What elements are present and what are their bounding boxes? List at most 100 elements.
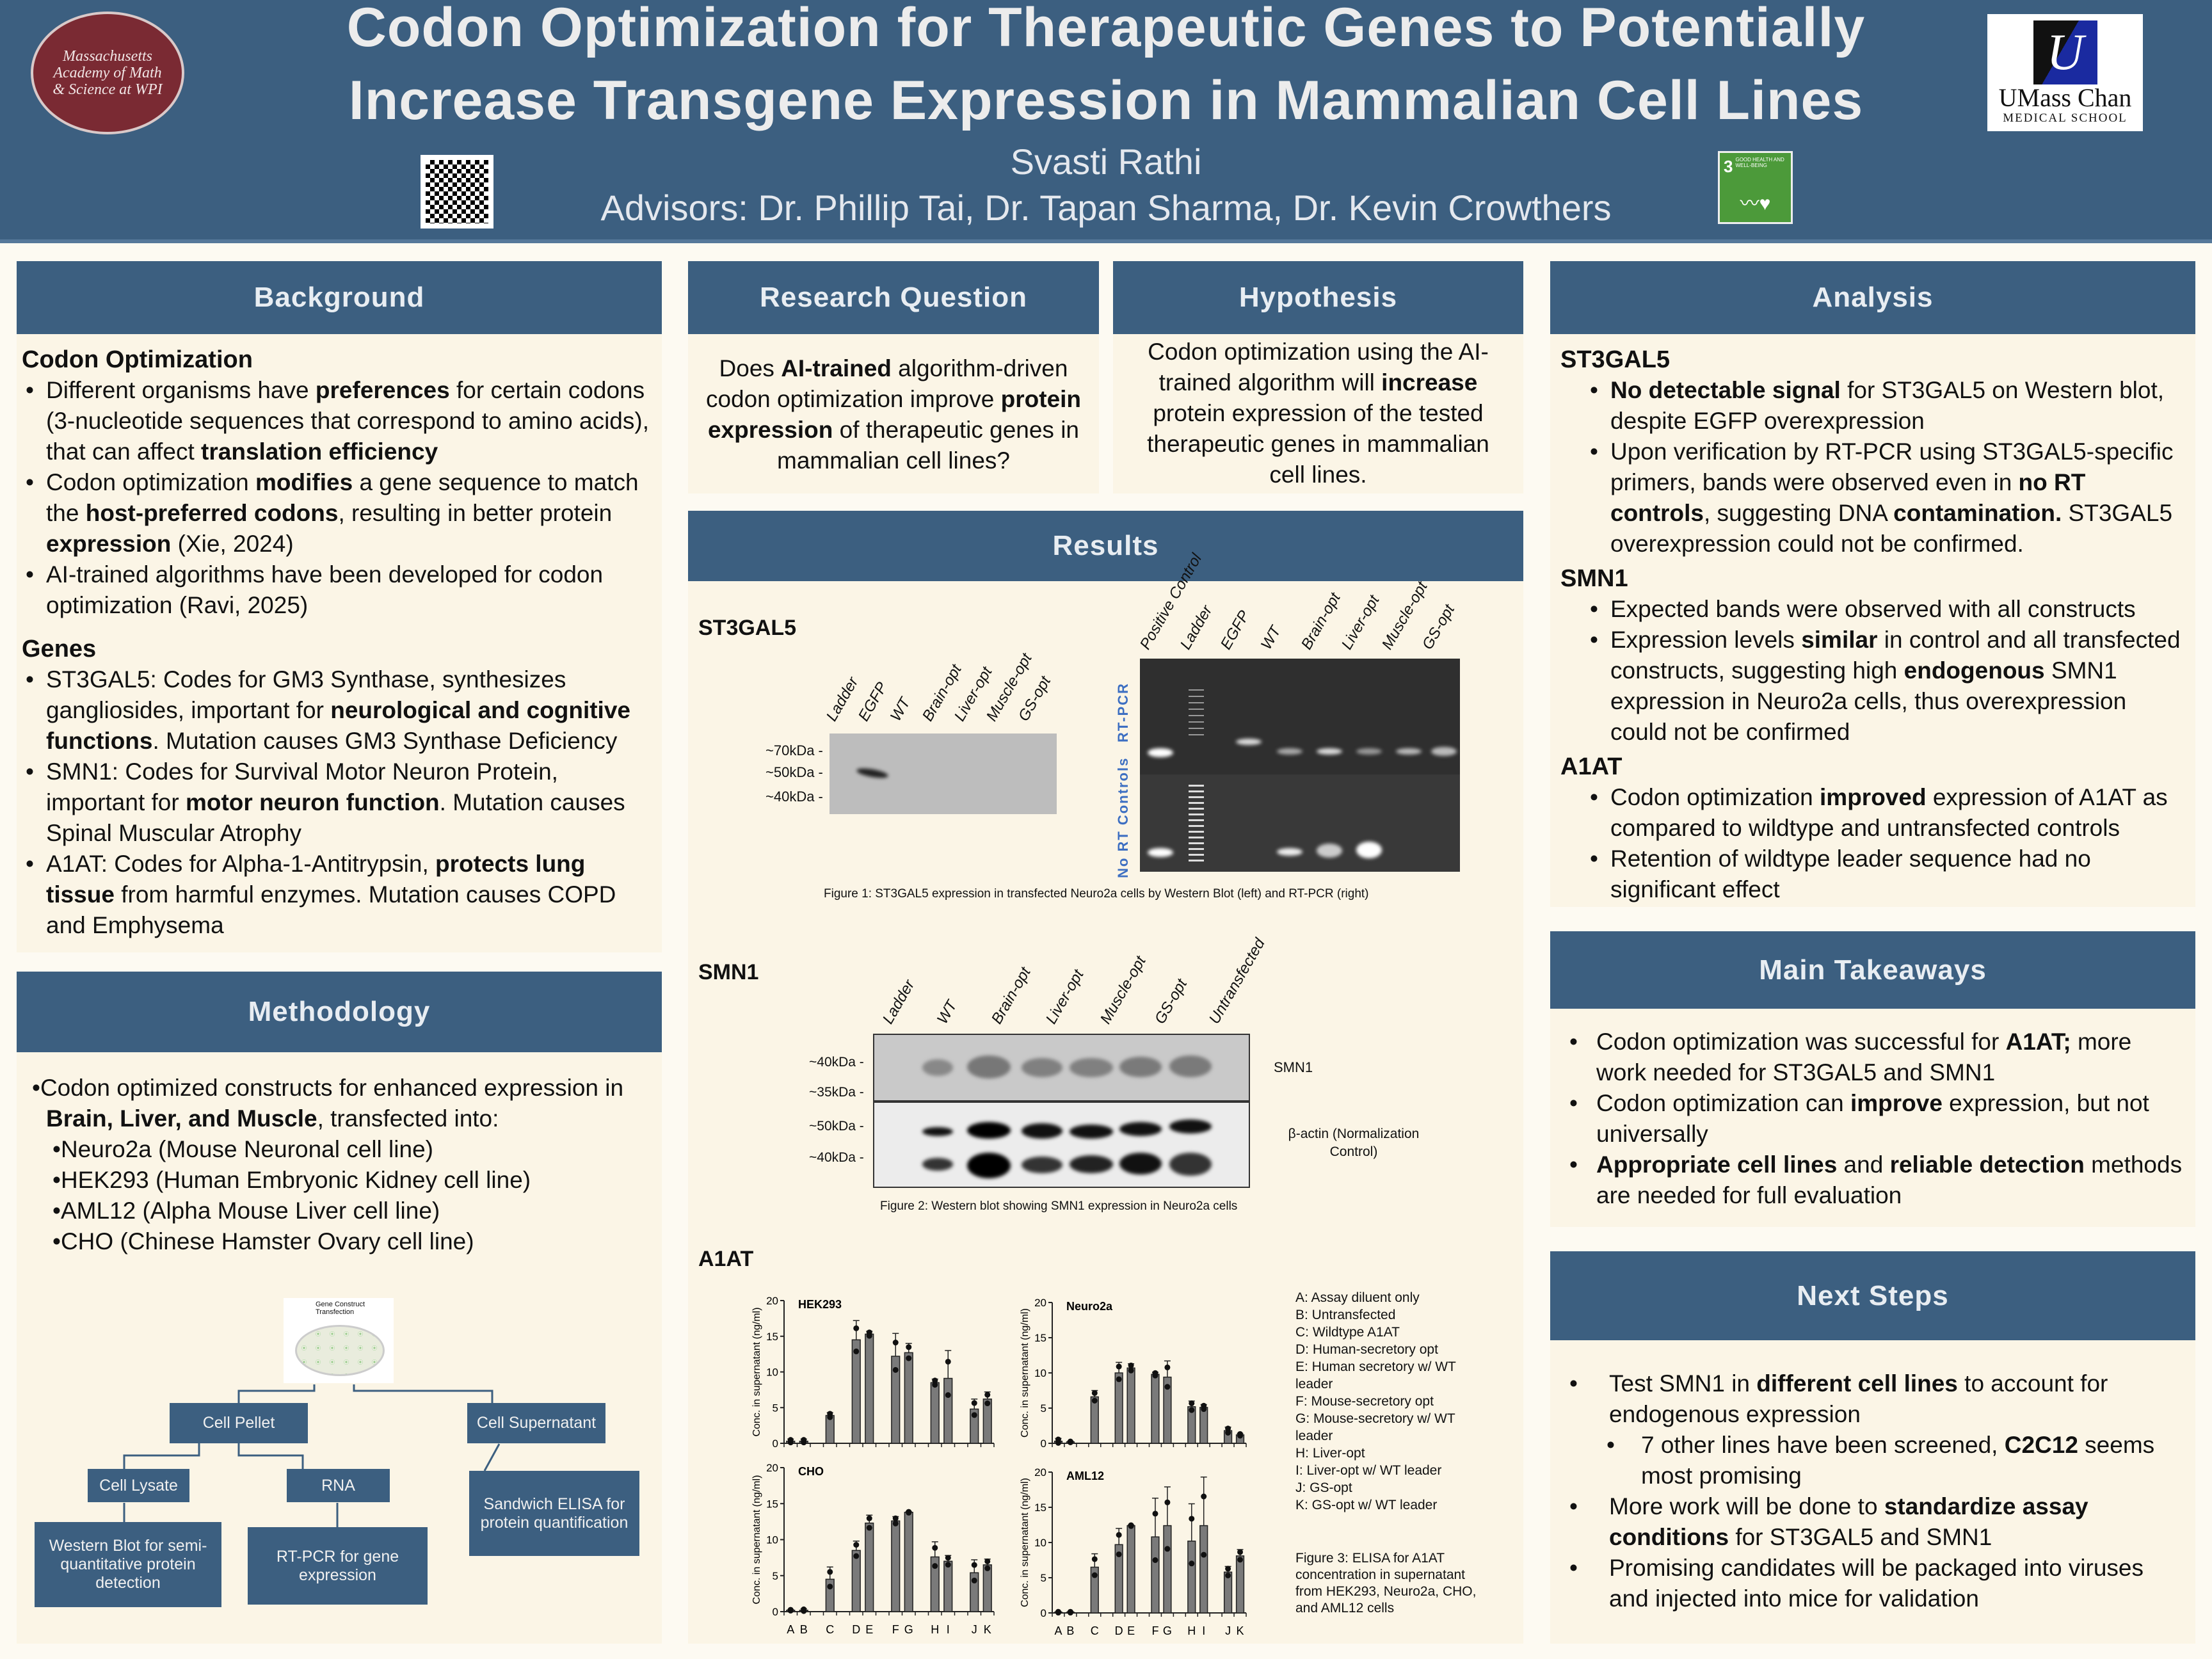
x-tick-label: K [984,1623,991,1636]
y-tick-label: 20 [1034,1297,1046,1309]
text-segment: Promising candidates will be packaged in… [1609,1555,2144,1612]
background-heading-codon: Codon Optimization [22,346,253,373]
next-step-bullet: Test SMN1 in different cell lines to acc… [1566,1368,2183,1430]
text-segment: in control and all transfected construct… [1610,627,2181,684]
author: Svasti Rathi [1010,141,1202,182]
data-point [1237,1432,1244,1439]
cell-lysate-box: Cell Lysate [88,1469,189,1502]
data-point [932,1544,938,1551]
data-point [984,1391,991,1398]
smn1-blot-top [873,1034,1250,1102]
data-point [971,1400,977,1406]
analysis-bullet: Upon verification by RT-PCR using ST3GAL… [1586,437,2183,559]
y-tick-label: 5 [773,1402,778,1414]
bold-text: reliable detection [1889,1151,2085,1178]
data-point [827,1583,833,1590]
text-segment: (Xie, 2024) [171,531,294,557]
analysis-heading: ST3GAL5 [1560,346,1671,373]
x-tick-label: J [1225,1624,1231,1637]
x-tick-label: F [892,1623,899,1636]
bar-D [1114,1544,1123,1614]
data-point [984,1558,991,1564]
text-segment: AI-trained algorithms have been develope… [46,561,604,618]
rtpcr-gel [1140,659,1460,774]
data-point [1201,1551,1207,1558]
bold-text: No detectable signal [1610,377,1841,403]
bar-I [943,1560,953,1612]
chart-title: HEK293 [798,1298,842,1311]
analysis-panel: ST3GAL5 No detectable signal for ST3GAL5… [1550,334,2195,907]
data-point [971,1412,977,1418]
analysis-bullet: Codon optimization improved expression o… [1586,782,2183,844]
bold-text: similar [1801,627,1878,653]
data-point [892,1366,899,1373]
bar-K [1235,1555,1245,1614]
smn1-marker: ~50kDa - [809,1119,864,1134]
data-point [892,1340,899,1346]
data-point [853,1553,860,1559]
sdg-text: GOOD HEALTH AND WELL-BEING [1735,157,1784,168]
mams-logo: Massachusetts Academy of Math & Science … [31,12,184,134]
smn1-label: SMN1 [698,960,759,984]
data-point [1152,1372,1158,1379]
bold-text: neurological and cognitive functions [46,697,630,754]
data-point [1225,1572,1231,1578]
data-point [1189,1560,1195,1567]
wb1-marker: ~70kDa - [765,742,823,758]
analysis-heading: SMN1 [1560,565,1628,592]
bold-text: improved [1820,784,1927,810]
data-point [906,1509,912,1516]
analysis-bullet: Expression levels similar in control and… [1586,625,2183,748]
y-tick-label: 15 [1034,1332,1046,1344]
dish-label: Gene Construct Transfection [316,1301,365,1316]
y-tick-label: 20 [766,1295,778,1307]
x-tick-label: C [1091,1624,1099,1637]
takeaways-panel: Codon optimization was successful for A1… [1550,1009,2195,1227]
bar-D [851,1339,861,1444]
y-tick-label: 15 [766,1498,778,1510]
y-tick-label: 10 [1034,1367,1046,1379]
data-point [1091,1556,1098,1562]
text-segment: from harmful enzymes. Mutation causes CO… [46,881,616,938]
data-point [1225,1566,1231,1572]
beta-actin-label: β-actin (Normalization Control) [1288,1126,1420,1159]
chart-title: Neuro2a [1066,1300,1113,1313]
y-tick-label: 10 [766,1534,778,1546]
data-point [1067,1610,1073,1616]
takeaway-bullet: Appropriate cell lines and reliable dete… [1566,1150,2183,1211]
bold-text: Appropriate cell lines [1596,1151,1838,1178]
bold-text: Brain, Liver, and Muscle [46,1105,317,1132]
analysis-heading: A1AT [1560,753,1623,780]
umass-logo-sub: MEDICAL SCHOOL [2003,111,2128,125]
analysis-header: Analysis [1550,261,2195,334]
text-segment: methods are needed for full evaluation [1596,1151,2183,1208]
legend-item: B: Untransfected [1295,1308,1396,1322]
figure2-caption: Figure 2: Western blot showing SMN1 expr… [880,1199,1238,1213]
rna-box: RNA [287,1469,390,1502]
data-point [853,1325,860,1331]
data-point [1189,1400,1195,1407]
gene-bullet: ST3GAL5: Codes for GM3 Synthase, synthes… [22,664,652,757]
data-point [1116,1532,1122,1538]
data-point [853,1348,860,1354]
x-tick-label: A [1054,1624,1062,1637]
data-point [827,1414,833,1420]
background-bullet: Different organisms have preferences for… [22,375,652,467]
legend-item: J: GS-opt [1295,1480,1352,1495]
y-tick-label: 0 [773,1606,778,1618]
data-point [984,1565,991,1571]
data-point [1128,1362,1134,1368]
bar-G [904,1512,913,1612]
background-header: Background [17,261,662,334]
figure3-caption: Figure 3: ELISA for A1AT concentration i… [1295,1551,1477,1615]
y-axis-label: Conc. in supernatant (ng/ml) [1020,1478,1030,1607]
qr-code-icon[interactable] [421,155,493,228]
bold-text: increase [1381,369,1478,396]
cell-line-item: •CHO (Chinese Hamster Ovary cell line) [52,1228,474,1254]
data-point [1164,1364,1171,1370]
data-point [1128,1523,1134,1529]
background-bullet: Codon optimization modifies a gene seque… [22,467,652,559]
text-segment: . Mutation causes Spinal Muscular Atroph… [46,789,625,846]
gene-bullet: A1AT: Codes for Alpha-1-Antitrypsin, pro… [22,849,652,941]
st3gal5-label: ST3GAL5 [698,616,797,640]
